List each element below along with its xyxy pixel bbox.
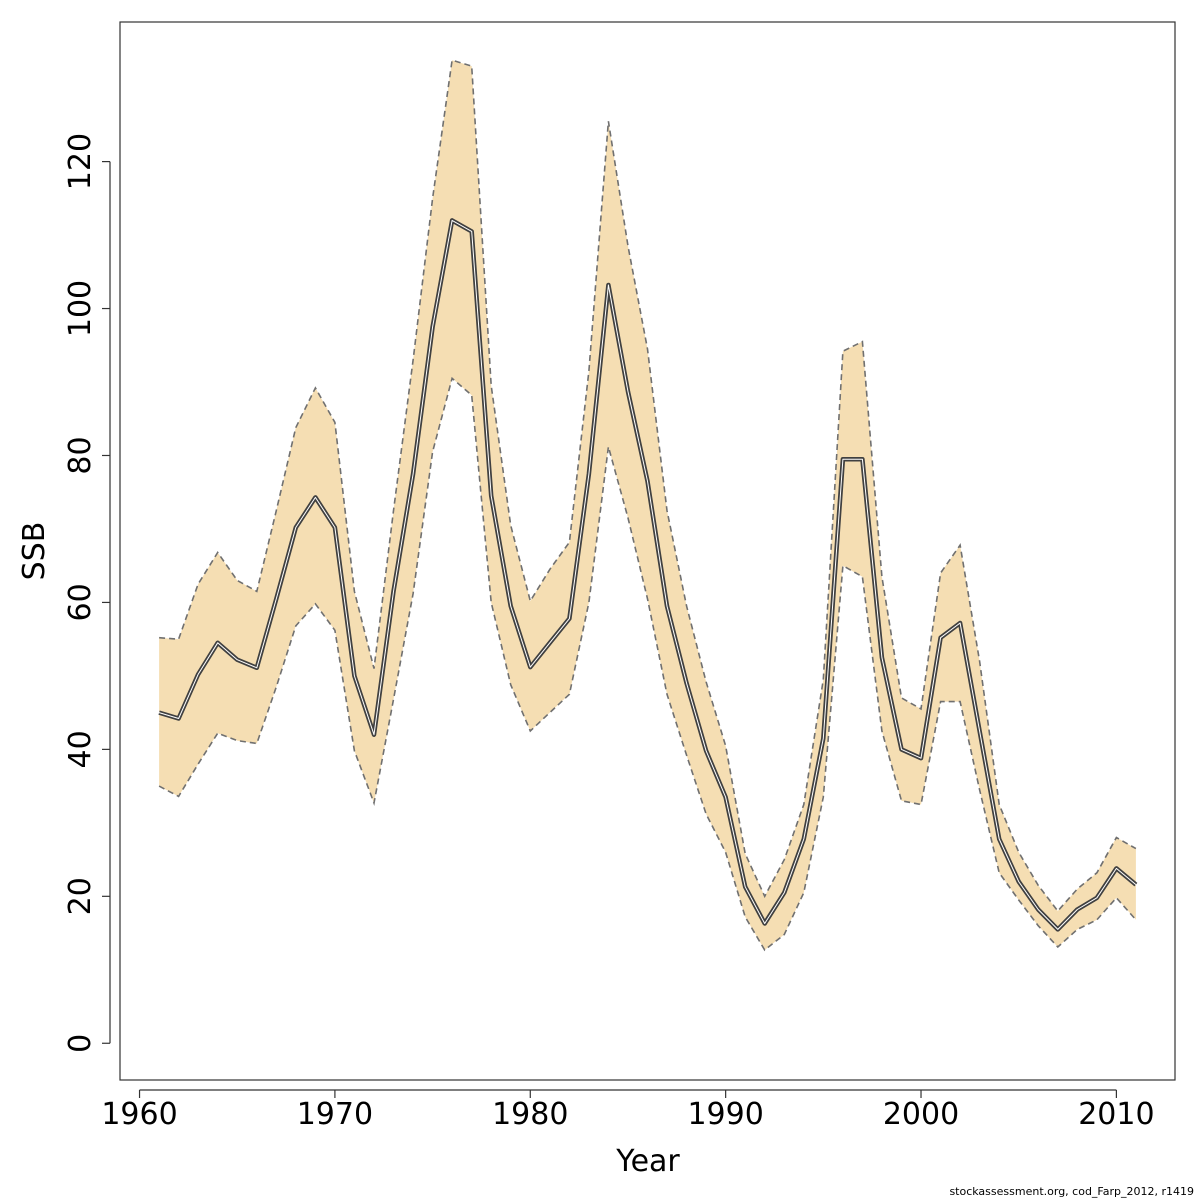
x-tick-label: 2000 xyxy=(883,1097,959,1132)
x-axis-title: Year xyxy=(615,1144,680,1179)
x-tick-label: 1970 xyxy=(297,1097,373,1132)
upper-bound-line xyxy=(159,59,1137,913)
ssb-estimate-line-core xyxy=(158,219,1137,930)
y-tick-label: 0 xyxy=(63,1034,98,1053)
plot-layer xyxy=(158,59,1138,952)
confidence-band xyxy=(159,60,1136,950)
x-tick-label: 1960 xyxy=(101,1097,177,1132)
x-tick-label: 1990 xyxy=(687,1097,763,1132)
y-axis-title: SSB xyxy=(17,522,52,581)
y-tick-label: 60 xyxy=(63,583,98,621)
axes-layer: 1960 1970 1980 1990 2000 2010 0 20 40 60 80 100 120 xyxy=(63,133,1155,1132)
y-tick-label: 40 xyxy=(63,730,98,768)
x-tick-label: 1980 xyxy=(492,1097,568,1132)
y-tick-label: 20 xyxy=(63,877,98,915)
plot-frame xyxy=(119,21,1176,1081)
y-tick-label: 100 xyxy=(63,280,98,337)
lower-bound-line xyxy=(158,376,1137,952)
footnote: stockassessment.org, cod_Farp_2012, r141… xyxy=(949,1185,1194,1198)
y-tick-label: 120 xyxy=(63,133,98,190)
x-tick-label: 2010 xyxy=(1078,1097,1154,1132)
y-tick-label: 80 xyxy=(63,436,98,474)
